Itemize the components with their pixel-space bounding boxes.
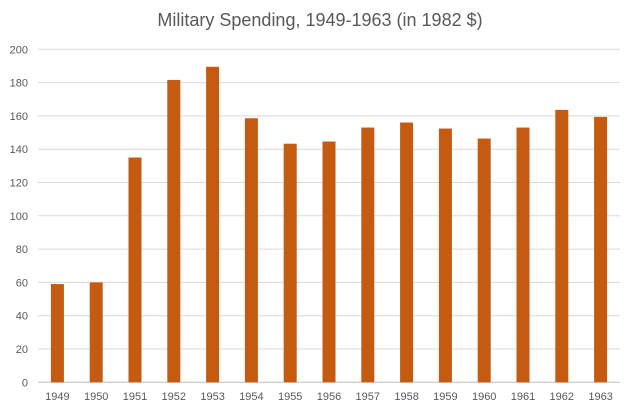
x-tick-label: 1951 [123, 391, 147, 403]
bar [50, 284, 64, 383]
bar [206, 66, 220, 383]
bar [477, 138, 491, 383]
x-tick-label: 1960 [472, 391, 496, 403]
y-tick-label: 40 [16, 311, 28, 323]
bar [400, 122, 414, 383]
y-tick-label: 60 [16, 277, 28, 289]
x-tick-label: 1959 [433, 391, 457, 403]
x-tick-label: 1954 [239, 391, 263, 403]
y-tick-label: 160 [10, 111, 28, 123]
bar [167, 79, 181, 383]
x-tick-label: 1953 [200, 391, 224, 403]
x-tick-label: 1952 [162, 391, 186, 403]
chart-title: Military Spending, 1949-1963 (in 1982 $) [157, 10, 483, 30]
y-tick-label: 100 [10, 211, 28, 223]
bar [89, 282, 103, 383]
bar [438, 128, 452, 383]
x-tick-label: 1955 [278, 391, 302, 403]
x-tick-label: 1956 [317, 391, 341, 403]
y-tick-label: 20 [16, 344, 28, 356]
bar [244, 118, 258, 383]
y-tick-label: 0 [22, 377, 28, 389]
bar [128, 157, 142, 383]
bar [555, 109, 569, 383]
bar [322, 141, 336, 383]
x-tick-label: 1962 [550, 391, 574, 403]
bar [283, 143, 297, 383]
y-tick-label: 180 [10, 78, 28, 90]
bar [594, 116, 608, 383]
y-tick-label: 140 [10, 144, 28, 156]
bar [516, 127, 530, 383]
y-tick-label: 200 [10, 44, 28, 56]
x-tick-label: 1961 [511, 391, 535, 403]
x-tick-label: 1958 [394, 391, 418, 403]
x-tick-label: 1963 [588, 391, 612, 403]
y-tick-label: 120 [10, 178, 28, 190]
x-tick-label: 1957 [356, 391, 380, 403]
y-tick-label: 80 [16, 244, 28, 256]
x-tick-label: 1950 [84, 391, 108, 403]
x-tick-label: 1949 [45, 391, 69, 403]
bar [361, 127, 375, 383]
